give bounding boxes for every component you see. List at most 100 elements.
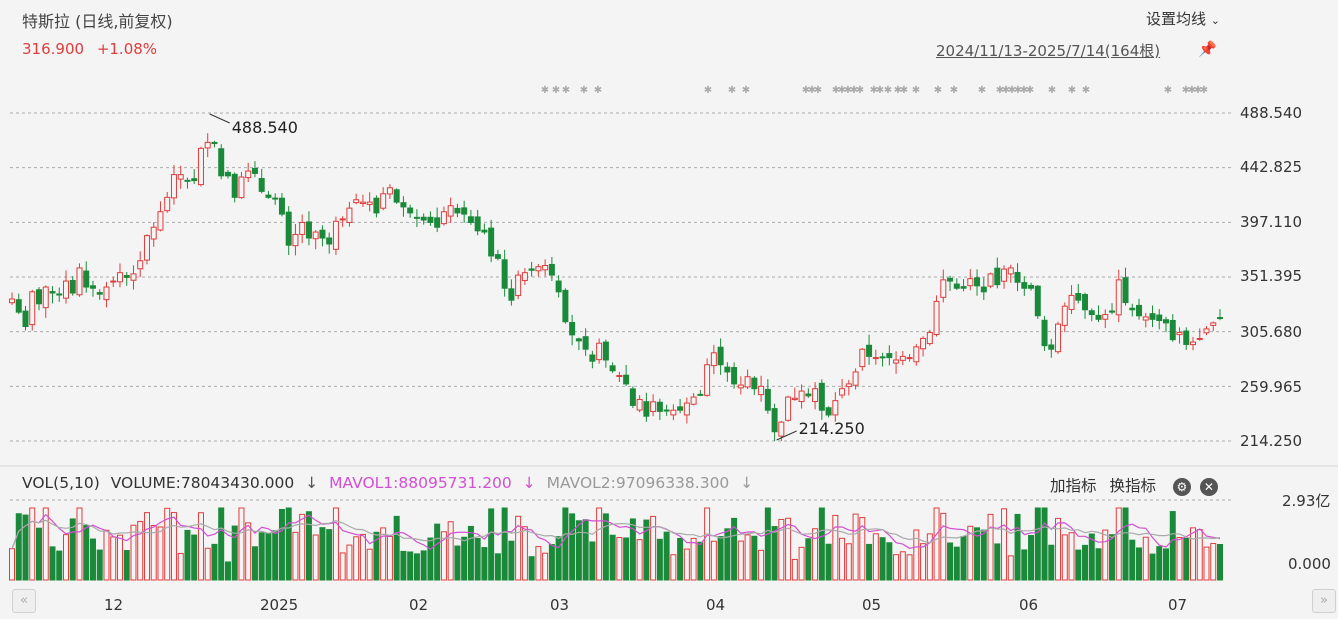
- volume-bar: [596, 507, 603, 581]
- volume-bar: [508, 540, 515, 581]
- volume-bar: [380, 527, 387, 581]
- volume-bar: [467, 525, 474, 581]
- volume-tick-bottom: 0.000: [1288, 555, 1331, 573]
- volume-bar: [974, 527, 981, 581]
- candle-body: [1136, 304, 1143, 317]
- event-marker-icon: ✱: [1014, 85, 1022, 96]
- volume-bar: [488, 508, 495, 581]
- volume-bar: [393, 515, 400, 581]
- event-marker-icon: ✱: [900, 85, 908, 96]
- volume-bar: [1082, 544, 1089, 581]
- candle-body: [852, 371, 859, 386]
- date-range-link[interactable]: 2024/11/13-2025/7/14(164根): [936, 42, 1161, 60]
- switch-indicator-button[interactable]: 换指标: [1109, 477, 1156, 495]
- volume-bar: [123, 550, 130, 581]
- event-marker-icon: ✱: [912, 85, 920, 96]
- event-marker-icon: ✱: [856, 85, 864, 96]
- volume-bar: [609, 534, 616, 581]
- down-arrow-icon: ↓: [740, 474, 754, 492]
- change-percent: +1.08%: [96, 40, 158, 58]
- candle-body: [1142, 316, 1149, 321]
- volume-bar: [501, 507, 508, 581]
- candle-body: [1109, 310, 1116, 313]
- candle-body: [1210, 322, 1217, 326]
- volume-bar: [474, 538, 481, 581]
- candle-body: [521, 272, 528, 281]
- candle-body: [332, 220, 339, 250]
- volume-bar: [447, 521, 454, 581]
- x-tick-jun: 06: [1019, 596, 1039, 614]
- candle-body: [481, 229, 488, 233]
- candle-body: [589, 354, 596, 362]
- candle-body: [76, 267, 83, 296]
- candle-body: [56, 293, 63, 296]
- candle-body: [110, 280, 117, 283]
- candle-body: [663, 409, 670, 412]
- candle-body: [1176, 331, 1183, 336]
- gear-icon[interactable]: ⚙: [1172, 477, 1191, 496]
- event-marker-icon: ✱: [704, 85, 712, 96]
- event-marker-icon: ✱: [742, 85, 750, 96]
- volume-value: VOLUME:78043430.000: [110, 474, 295, 492]
- volume-bar: [555, 536, 562, 581]
- high-label: 488.540: [232, 118, 298, 137]
- candle-body: [933, 300, 940, 336]
- candle-body: [704, 364, 711, 396]
- volume-bar: [1028, 535, 1035, 581]
- volume-bar: [650, 515, 657, 581]
- x-tick-may: 05: [862, 596, 882, 614]
- candle-body: [528, 268, 535, 271]
- volume-bar: [353, 536, 360, 581]
- volume-bar: [177, 552, 184, 581]
- event-marker-icon: ✱: [1048, 85, 1056, 96]
- volume-bar: [305, 511, 312, 581]
- volume-bar: [326, 529, 333, 581]
- volume-bar: [312, 534, 319, 581]
- add-indicator-button[interactable]: 加指标: [1050, 477, 1097, 495]
- ma-setting-button[interactable]: 设置均线 ⌄: [1146, 8, 1220, 29]
- close-icon[interactable]: ✕: [1199, 477, 1218, 496]
- volume-tick-top: 2.93亿: [1282, 492, 1331, 510]
- volume-bar: [130, 524, 137, 581]
- candle-body: [508, 288, 515, 301]
- candle-body: [299, 221, 306, 235]
- ma-setting-label: 设置均线: [1145, 10, 1206, 28]
- volume-bar: [170, 512, 177, 581]
- volume-bar: [440, 531, 447, 581]
- candle-body: [967, 278, 974, 287]
- event-marker-icon: ✱: [594, 85, 602, 96]
- candle-body: [737, 384, 744, 389]
- candle-body: [602, 341, 609, 361]
- volume-bar: [481, 547, 488, 581]
- price-tick-5: 259.965: [1240, 378, 1303, 396]
- volume-bar: [839, 537, 846, 581]
- volume-bar: [535, 546, 542, 581]
- indicator-tools: 加指标 换指标 ⚙ ✕: [1050, 474, 1218, 496]
- volume-bar: [400, 550, 407, 581]
- candle-body: [542, 265, 549, 271]
- candle-body: [974, 277, 981, 287]
- volume-bar: [265, 533, 272, 581]
- double-chevron-right-icon[interactable]: »: [1312, 589, 1336, 613]
- event-marker-icon: ✱: [728, 85, 736, 96]
- double-chevron-left-icon[interactable]: «: [12, 589, 36, 613]
- pin-icon[interactable]: 📌: [1198, 40, 1217, 58]
- volume-bar: [1203, 546, 1210, 581]
- volume-bar: [49, 546, 56, 581]
- candle-body: [427, 216, 434, 223]
- mavol1-line: [11, 513, 1221, 550]
- event-marker-icon: ✱: [1194, 85, 1202, 96]
- volume-bar: [724, 528, 731, 581]
- candle-body: [940, 279, 947, 298]
- candle-body: [380, 193, 387, 209]
- candle-body: [623, 374, 630, 385]
- candle-body: [656, 401, 663, 412]
- volume-bar: [582, 519, 589, 581]
- volume-bar: [663, 531, 670, 581]
- candle-body: [1156, 314, 1163, 322]
- event-marker-icon: ✱: [808, 85, 816, 96]
- volume-bar: [893, 554, 900, 581]
- volume-bar: [994, 543, 1001, 581]
- volume-bar: [238, 507, 245, 581]
